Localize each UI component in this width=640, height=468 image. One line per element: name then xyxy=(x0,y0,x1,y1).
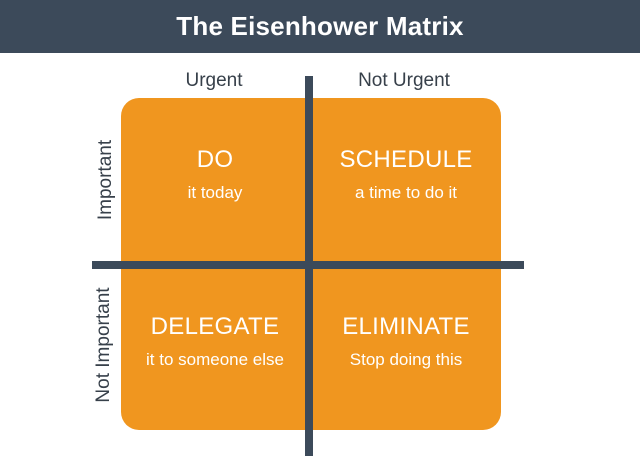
quadrant-do-subtitle: it today xyxy=(187,183,243,202)
page-title: The Eisenhower Matrix xyxy=(176,11,464,41)
quadrant-delegate: DELEGATE it to someone else xyxy=(121,313,309,371)
quadrant-do-title: DO xyxy=(196,146,234,173)
quadrant-schedule: SCHEDULE a time to do it xyxy=(311,146,501,204)
horizontal-divider xyxy=(92,261,524,269)
column-label-urgent: Urgent xyxy=(185,70,243,91)
quadrant-do: DO it today xyxy=(121,146,309,204)
row-label-important: Important xyxy=(95,139,116,221)
quadrant-schedule-subtitle: a time to do it xyxy=(354,183,458,202)
quadrant-schedule-title: SCHEDULE xyxy=(339,146,473,173)
row-label-not-important: Not Important xyxy=(93,287,114,403)
quadrant-delegate-title: DELEGATE xyxy=(150,313,280,340)
quadrant-eliminate: ELIMINATE Stop doing this xyxy=(311,313,501,371)
quadrant-delegate-subtitle: it to someone else xyxy=(146,350,284,369)
quadrant-eliminate-subtitle: Stop doing this xyxy=(349,350,463,369)
quadrant-eliminate-title: ELIMINATE xyxy=(342,313,470,340)
title-bar: The Eisenhower Matrix xyxy=(0,0,640,53)
column-label-not-urgent: Not Urgent xyxy=(358,70,450,91)
